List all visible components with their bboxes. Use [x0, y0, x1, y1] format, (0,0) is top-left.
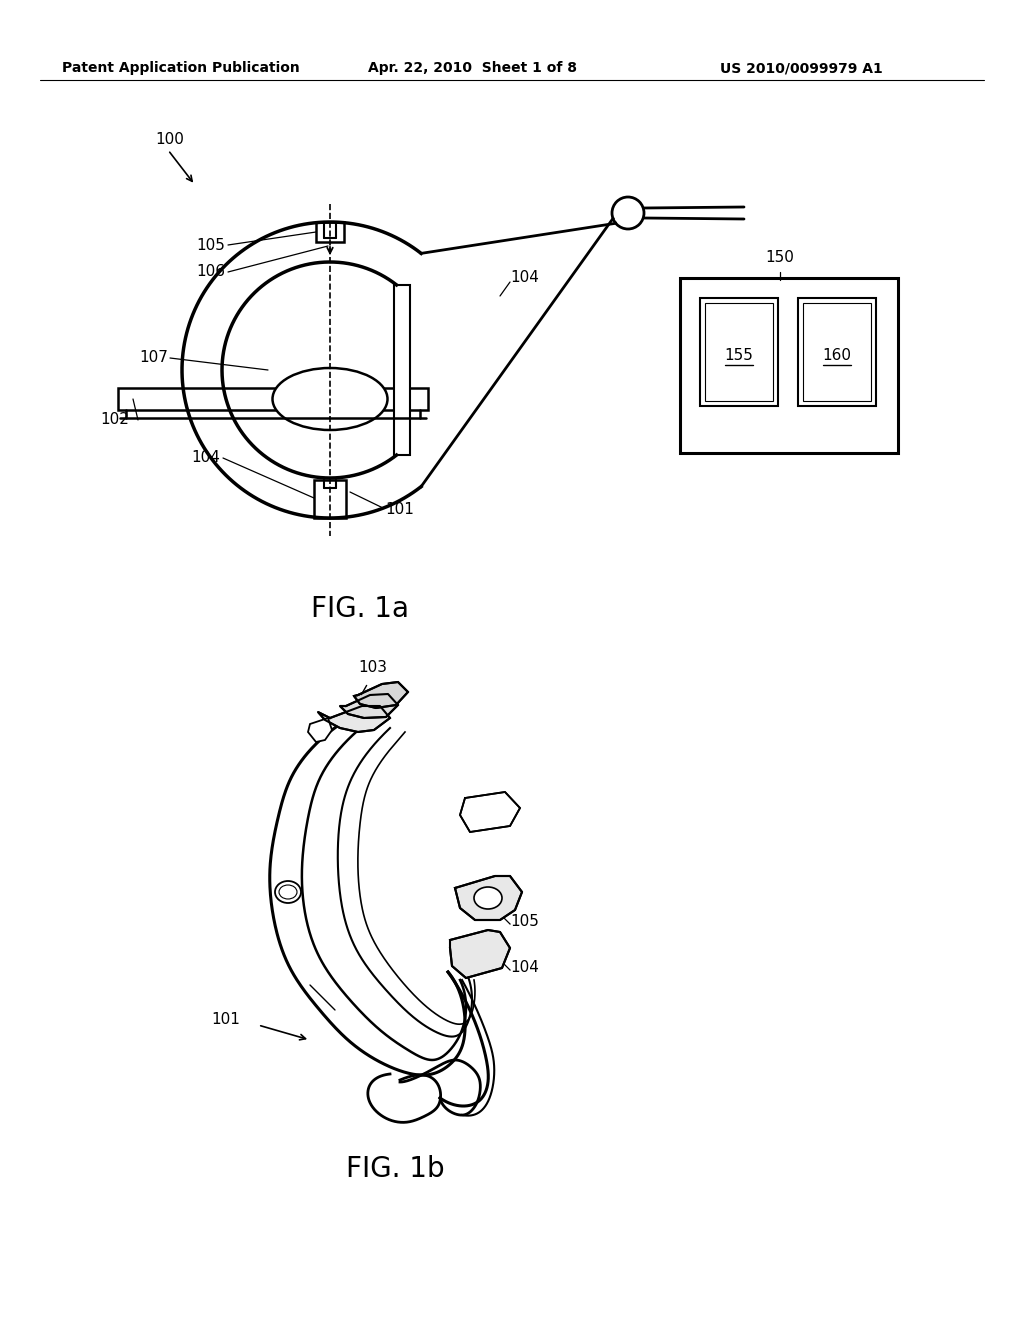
Text: FIG. 1b: FIG. 1b: [346, 1155, 444, 1183]
Ellipse shape: [272, 368, 387, 430]
Text: 107: 107: [139, 351, 168, 366]
Bar: [705, 304, 773, 401]
Text: 102: 102: [100, 412, 129, 428]
Text: 104: 104: [191, 450, 220, 466]
Text: 160: 160: [822, 348, 852, 363]
Bar: [803, 304, 871, 401]
Text: 104: 104: [510, 271, 539, 285]
Bar: [118, 388, 428, 411]
Circle shape: [612, 197, 644, 228]
Text: 100: 100: [155, 132, 184, 147]
Polygon shape: [340, 694, 398, 718]
Text: 103: 103: [358, 660, 387, 675]
Text: Apr. 22, 2010  Sheet 1 of 8: Apr. 22, 2010 Sheet 1 of 8: [368, 61, 577, 75]
Bar: [798, 298, 876, 407]
Polygon shape: [318, 706, 390, 733]
Bar: [316, 222, 344, 242]
Ellipse shape: [275, 880, 301, 903]
Text: 155: 155: [725, 348, 754, 363]
Text: FIG. 1a: FIG. 1a: [311, 595, 409, 623]
Polygon shape: [308, 718, 332, 742]
Text: 105: 105: [510, 915, 539, 929]
Text: 106: 106: [196, 264, 225, 280]
Ellipse shape: [279, 884, 297, 899]
Polygon shape: [455, 876, 522, 920]
Text: 104: 104: [510, 961, 539, 975]
Bar: [680, 279, 898, 453]
Text: 101: 101: [211, 1012, 240, 1027]
Polygon shape: [450, 931, 510, 978]
Text: 101: 101: [385, 503, 414, 517]
Bar: [394, 285, 411, 455]
Ellipse shape: [474, 887, 502, 909]
Text: Patent Application Publication: Patent Application Publication: [62, 61, 300, 75]
Polygon shape: [460, 792, 520, 832]
Text: US 2010/0099979 A1: US 2010/0099979 A1: [720, 61, 883, 75]
Polygon shape: [354, 682, 408, 708]
Bar: [314, 480, 346, 517]
Text: 105: 105: [197, 238, 225, 252]
Bar: [700, 298, 778, 407]
Text: 150: 150: [766, 249, 795, 265]
